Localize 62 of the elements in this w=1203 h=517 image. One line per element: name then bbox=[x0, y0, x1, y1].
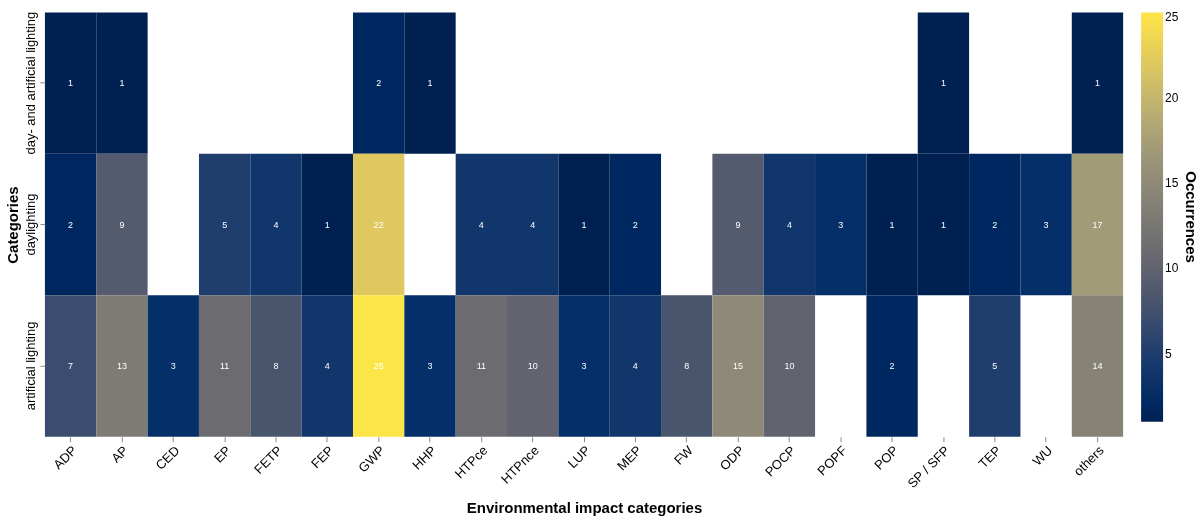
data-label: 3 bbox=[170, 360, 176, 371]
y-tick-label: artificial lighting bbox=[23, 321, 39, 411]
data-label: 1 bbox=[324, 219, 330, 230]
x-tick-label: TEP bbox=[975, 442, 1004, 472]
data-label: 1 bbox=[581, 219, 587, 230]
data-label: 10 bbox=[527, 360, 538, 371]
x-tick-label: LUP bbox=[564, 442, 594, 472]
data-label: 2 bbox=[632, 219, 638, 230]
data-label: 1 bbox=[1094, 78, 1100, 89]
x-axis-title: Environmental impact categories bbox=[466, 499, 703, 517]
color-bar-label: 15 bbox=[1165, 175, 1179, 190]
data-label: 1 bbox=[889, 219, 895, 230]
x-tick-label: SP / SFP bbox=[904, 442, 953, 491]
data-label: 22 bbox=[373, 219, 384, 230]
data-label: 13 bbox=[116, 360, 127, 371]
x-tick-label: WU bbox=[1029, 442, 1056, 469]
data-label: 2 bbox=[68, 219, 74, 230]
data-label: 3 bbox=[838, 219, 844, 230]
data-label: 4 bbox=[273, 219, 279, 230]
color-bar-label: 20 bbox=[1165, 90, 1179, 105]
color-bar-label: 10 bbox=[1165, 261, 1179, 276]
data-label: 17 bbox=[1092, 219, 1103, 230]
color-bar-label: 25 bbox=[1165, 10, 1179, 25]
data-label: 15 bbox=[733, 360, 744, 371]
data-label: 2 bbox=[889, 360, 895, 371]
data-label: 1 bbox=[940, 219, 946, 230]
color-bar-title: Occurrences bbox=[1183, 171, 1201, 263]
data-label: 1 bbox=[940, 78, 946, 89]
data-label: 9 bbox=[119, 219, 125, 230]
data-label: 3 bbox=[581, 360, 587, 371]
data-label: 9 bbox=[735, 219, 741, 230]
data-label: 25 bbox=[373, 360, 384, 371]
data-label: 4 bbox=[478, 219, 484, 230]
data-label: 10 bbox=[784, 360, 795, 371]
data-label: 8 bbox=[684, 360, 690, 371]
data-label: 2 bbox=[376, 78, 382, 89]
data-label: 4 bbox=[324, 360, 330, 371]
x-tick-label: EP bbox=[210, 442, 234, 466]
data-label: 11 bbox=[476, 360, 487, 371]
data-label: 2 bbox=[992, 219, 998, 230]
x-tick-label: FEP bbox=[308, 442, 337, 472]
data-label: 4 bbox=[530, 219, 536, 230]
data-label: 1 bbox=[68, 78, 74, 89]
data-label: 7 bbox=[68, 360, 74, 371]
y-tick-label: daylighting bbox=[23, 193, 39, 256]
data-label: 14 bbox=[1092, 360, 1103, 371]
data-label: 5 bbox=[222, 219, 228, 230]
y-tick-label: day- and artificial lighting bbox=[23, 11, 39, 155]
data-label: 5 bbox=[992, 360, 998, 371]
data-label: 8 bbox=[273, 360, 279, 371]
data-label: 3 bbox=[1043, 219, 1049, 230]
x-tick-label: AP bbox=[108, 442, 132, 466]
x-tick-label: FW bbox=[671, 442, 697, 468]
data-label: 4 bbox=[632, 360, 638, 371]
data-label: 4 bbox=[786, 219, 792, 230]
x-tick-label: CED bbox=[152, 442, 183, 473]
data-label: 3 bbox=[427, 360, 433, 371]
data-label: 1 bbox=[427, 78, 433, 89]
y-axis-title: Categories bbox=[4, 186, 22, 264]
color-bar-label: 5 bbox=[1165, 346, 1173, 361]
data-label: 1 bbox=[119, 78, 125, 89]
data-label: 11 bbox=[219, 360, 230, 371]
